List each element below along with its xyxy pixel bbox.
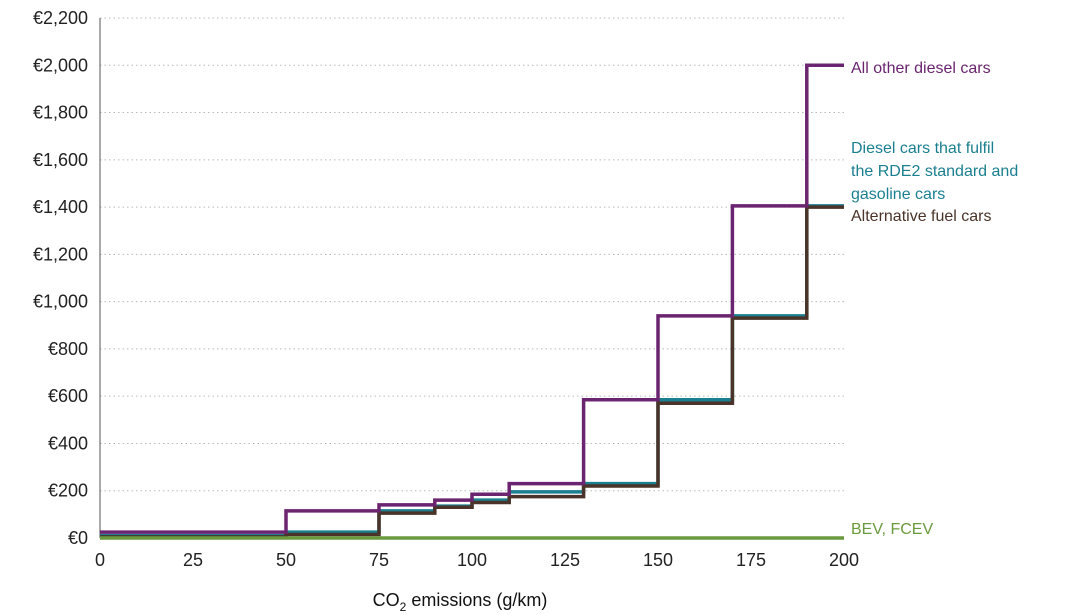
x-tick-label: 175 — [736, 550, 766, 570]
x-tick-label: 200 — [829, 550, 859, 570]
y-tick-label: €0 — [68, 528, 88, 548]
y-tick-labels: €0 €200 €400 €600 €800 €1,000 €1,200 €1,400 €1,6… — [33, 8, 88, 548]
x-tick-labels: 0 25 50 75 100 125 150 175 200 — [95, 550, 859, 570]
y-tick-label: €1,400 — [33, 197, 88, 217]
y-tick-label: €1,600 — [33, 150, 88, 170]
y-tick-label: €1,000 — [33, 292, 88, 312]
y-tick-label: €600 — [48, 386, 88, 406]
series-lines — [100, 63, 844, 540]
y-tick-label: €1,200 — [33, 244, 88, 264]
y-tick-label: €400 — [48, 433, 88, 453]
series-line-2 — [100, 205, 844, 539]
x-tick-label: 100 — [457, 550, 487, 570]
series-label-0: All other diesel cars — [851, 60, 991, 77]
y-tick-label: €1,800 — [33, 103, 88, 123]
y-tick-label: €2,000 — [33, 55, 88, 75]
x-tick-label: 50 — [276, 550, 296, 570]
y-tick-label: €800 — [48, 339, 88, 359]
x-tick-label: 125 — [550, 550, 580, 570]
y-tick-label: €200 — [48, 481, 88, 501]
series-label-2: Alternative fuel cars — [851, 208, 992, 225]
x-tick-label: 75 — [369, 550, 389, 570]
series-labels: All other diesel cars Diesel cars that fu… — [851, 60, 1018, 538]
series-line-0 — [100, 63, 844, 534]
x-axis-label: CO2 emissions (g/km) — [373, 590, 548, 614]
x-tick-label: 0 — [95, 550, 105, 570]
series-label-3: BEV, FCEV — [851, 521, 933, 538]
series-label-1: Diesel cars that fulfil the RDE2 standard… — [851, 140, 1018, 203]
y-tick-label: €2,200 — [33, 8, 88, 28]
x-tick-label: 25 — [183, 550, 203, 570]
x-tick-label: 150 — [643, 550, 673, 570]
